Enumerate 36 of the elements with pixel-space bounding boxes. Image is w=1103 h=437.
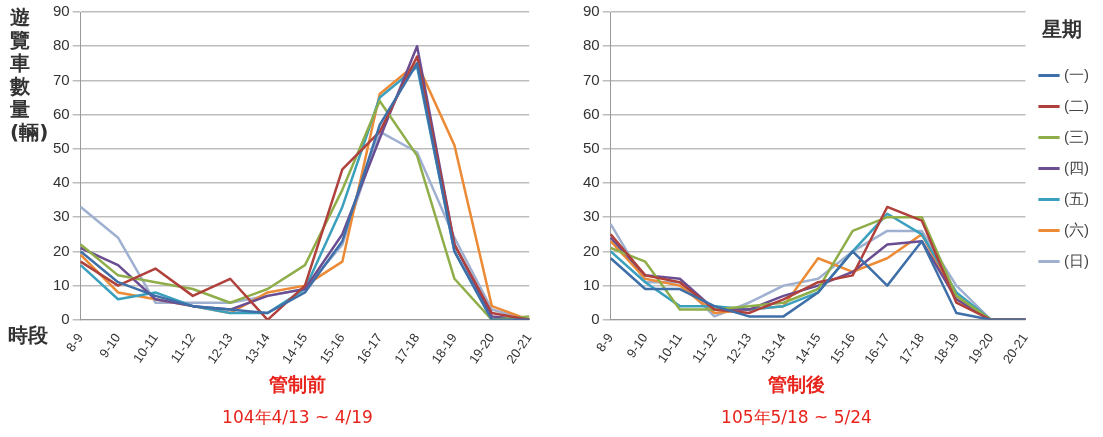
legend-label: (二) xyxy=(1064,96,1090,114)
y-tick-label: 10 xyxy=(583,275,600,293)
text: 管制後 xyxy=(767,372,826,397)
legend-label: (四) xyxy=(1064,158,1090,176)
y-tick-label: 0 xyxy=(591,309,600,327)
y-tick-label: 20 xyxy=(53,241,70,259)
y-tick-label: 10 xyxy=(53,275,70,293)
y-tick-label: 80 xyxy=(53,36,70,54)
text: 管制前 xyxy=(268,372,327,397)
y-tick-label: 90 xyxy=(53,2,70,20)
y-tick-label: 30 xyxy=(53,207,70,225)
x-tick-label: 8-9 xyxy=(593,330,617,355)
x-tick-label: 8-9 xyxy=(63,330,87,355)
y-tick-label: 70 xyxy=(583,70,600,88)
y-tick-label: 40 xyxy=(53,173,70,191)
y-axis-title: 遊覽車數量(輛) xyxy=(10,5,49,144)
y-tick-label: 60 xyxy=(583,104,600,122)
y-tick-label: 70 xyxy=(53,70,70,88)
text: 105年5/18 ~ 5/24 xyxy=(720,406,873,429)
y-tick-label: 50 xyxy=(53,138,70,156)
y-tick-label: 40 xyxy=(583,173,600,191)
y-tick-label: 90 xyxy=(583,2,600,20)
y-tick-label: 0 xyxy=(61,309,70,327)
text: 104年4/13 ~ 4/19 xyxy=(221,406,374,429)
legend-label: (三) xyxy=(1064,127,1090,145)
y-tick-label: 80 xyxy=(583,36,600,54)
legend-label: (日) xyxy=(1064,251,1090,269)
y-tick-label: 20 xyxy=(583,241,600,259)
legend-label: (一) xyxy=(1064,65,1090,83)
x-axis-title: 時段 xyxy=(8,322,48,349)
y-tick-label: 60 xyxy=(53,104,70,122)
legend-label: (五) xyxy=(1064,189,1090,207)
legend-label: (六) xyxy=(1064,220,1090,238)
legend-title: 星期 xyxy=(1041,17,1083,40)
y-tick-label: 50 xyxy=(583,138,600,156)
y-tick-label: 30 xyxy=(583,207,600,225)
